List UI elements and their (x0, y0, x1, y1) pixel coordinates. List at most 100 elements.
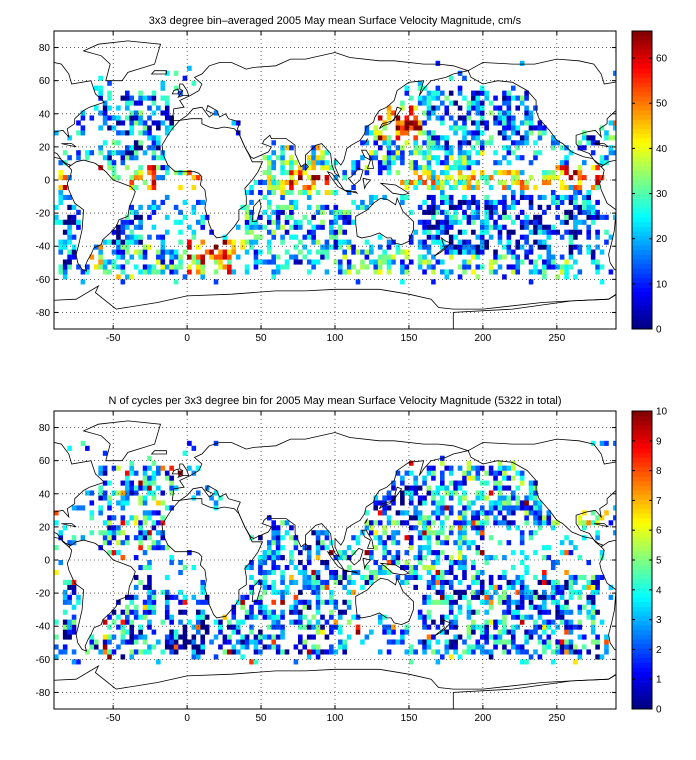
bin-cell (506, 95, 512, 101)
bin-cell (542, 274, 547, 280)
bin-cell (62, 194, 68, 201)
bin-cell (537, 634, 543, 640)
bin-cell (471, 145, 476, 151)
bin-cell (386, 495, 392, 501)
bin-cell (178, 259, 183, 265)
bin-cell (542, 125, 547, 131)
bin-cell (129, 204, 135, 210)
colorbar-step (632, 133, 652, 139)
bin-cell (253, 659, 259, 665)
bin-cell (435, 535, 441, 541)
bin-cell (404, 120, 410, 126)
bin-cell (448, 214, 454, 220)
bin-cell (373, 505, 379, 511)
bin-cell (271, 175, 276, 181)
bin-cell (324, 649, 330, 655)
bin-cell (62, 634, 68, 640)
bin-cell (484, 204, 489, 210)
coastline (355, 196, 414, 246)
bin-cell (457, 520, 463, 526)
bin-cell (182, 214, 188, 220)
bin-cell (457, 150, 463, 156)
bin-cell (329, 219, 334, 225)
bin-cell (457, 90, 463, 96)
bin-cell (466, 545, 472, 551)
bin-cell (502, 500, 507, 506)
bin-cell (542, 574, 547, 581)
bin-cell (533, 155, 538, 161)
bin-cell (98, 465, 103, 471)
bin-cell (493, 555, 498, 561)
bin-cell (537, 579, 543, 585)
bin-cell (302, 599, 308, 605)
bin-cell (271, 560, 276, 566)
bin-cell (266, 515, 272, 521)
bin-cell (528, 249, 534, 255)
bin-cell (568, 264, 574, 270)
colorbar-step (632, 235, 652, 241)
y-tick-label: 60 (39, 76, 51, 87)
bin-cell (440, 619, 445, 625)
bin-cell (479, 105, 485, 111)
bin-cell (266, 170, 272, 176)
bin-cell (116, 130, 121, 136)
bin-cell (253, 579, 259, 585)
bin-cell (129, 110, 135, 116)
bin-cell (133, 515, 139, 521)
bin-cell (320, 530, 325, 536)
bin-cell (386, 520, 392, 526)
bin-cell (444, 219, 450, 225)
bin-cell (546, 634, 552, 640)
bin-cell (369, 525, 374, 531)
bin-cell (404, 269, 410, 275)
bin-cell (431, 599, 436, 605)
bin-cell (608, 269, 614, 275)
bin-cell (111, 150, 117, 156)
bin-cell (102, 495, 108, 501)
colorbar-step (632, 240, 652, 246)
bin-cell (426, 564, 432, 571)
bin-cell (169, 555, 174, 561)
bin-cell (542, 649, 547, 655)
bin-cell (431, 209, 436, 215)
bin-cell (444, 140, 450, 146)
bin-cell (377, 614, 383, 620)
bin-cell (599, 249, 605, 255)
colorbar-step (632, 277, 652, 283)
bin-cell (102, 619, 108, 625)
bin-cell (408, 485, 414, 491)
bin-cell (493, 505, 498, 511)
bin-cell (391, 480, 396, 486)
bin-cell (266, 189, 272, 196)
bin-cell (85, 264, 90, 270)
bin-cell (550, 649, 556, 655)
bin-cell (479, 170, 485, 176)
bin-cell (519, 579, 525, 585)
bin-cell (542, 180, 547, 186)
colorbar-step (632, 522, 652, 528)
bin-cell (559, 269, 565, 275)
bin-cell (510, 564, 516, 571)
bin-cell (54, 619, 59, 625)
bin-cell (479, 145, 485, 151)
bin-cell (391, 160, 396, 166)
bin-cell (200, 274, 206, 280)
bin-cell (116, 239, 121, 245)
bin-cell (546, 170, 552, 176)
bin-cell (502, 244, 507, 250)
bin-cell (138, 239, 143, 245)
bin-cell (528, 204, 534, 210)
bin-cell (156, 140, 161, 146)
bin-cell (466, 150, 472, 156)
bin-cell (524, 90, 529, 96)
bin-cell (502, 644, 507, 650)
bin-cell (537, 639, 543, 645)
bin-cell (240, 244, 245, 250)
bin-cell (564, 214, 569, 220)
bin-cell (284, 189, 290, 196)
bin-cell (573, 589, 578, 595)
bin-cell (537, 229, 543, 235)
bin-cell (315, 579, 321, 585)
bin-cell (479, 130, 485, 136)
bin-cell (413, 490, 418, 496)
